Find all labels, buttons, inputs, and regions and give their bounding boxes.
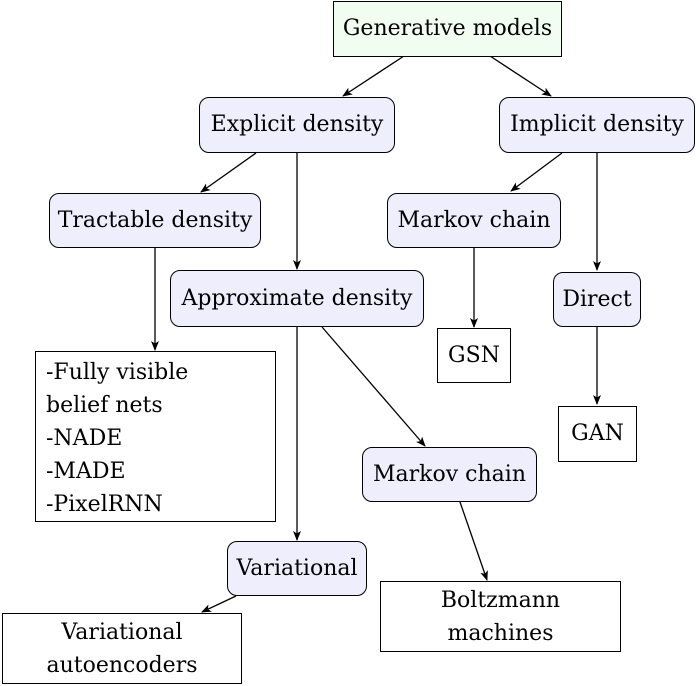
boltzmann-line: Boltzmann [440,587,561,613]
node-markov-chain-implicit: Markov chain [387,193,561,248]
node-variational: Variational [227,541,367,596]
node-generative-models: Generative models [333,1,562,57]
edge-approximate-to-markov [321,326,426,447]
edge-explicit-to-tractable [200,152,257,193]
autoencoders-line: Variational [61,619,183,645]
edge-generative-to-explicit [342,55,405,97]
node-approximate-density: Approximate density [170,270,424,327]
boltzmann-line: machines [447,620,554,646]
node-boltzmann-machines: Boltzmann machines [380,581,621,652]
edge-implicit-to-markov [510,152,563,192]
tractable-list-item: -Fully visible [46,360,189,385]
autoencoders-line: autoencoders [46,652,198,678]
node-tractable-list: -Fully visible belief nets -NADE -MADE -… [35,351,276,522]
node-gsn: GSN [437,328,511,383]
tractable-list-item: belief nets [46,393,163,418]
node-direct: Direct [553,272,641,327]
node-markov-chain-approx: Markov chain [362,447,537,502]
node-implicit-density: Implicit density [499,97,695,153]
node-explicit-density: Explicit density [199,97,395,153]
edge-markov-to-boltzmann [459,501,488,581]
tractable-list-item: -MADE [46,459,126,484]
node-gan: GAN [558,406,637,462]
edge-generative-to-implicit [489,55,552,97]
edge-variational-to-autoencoders [201,595,237,613]
tractable-list-item: -NADE [46,426,123,451]
tractable-list-item: -PixelRNN [46,492,163,517]
node-variational-autoencoders: Variational autoencoders [2,613,242,684]
node-tractable-density: Tractable density [49,193,261,248]
